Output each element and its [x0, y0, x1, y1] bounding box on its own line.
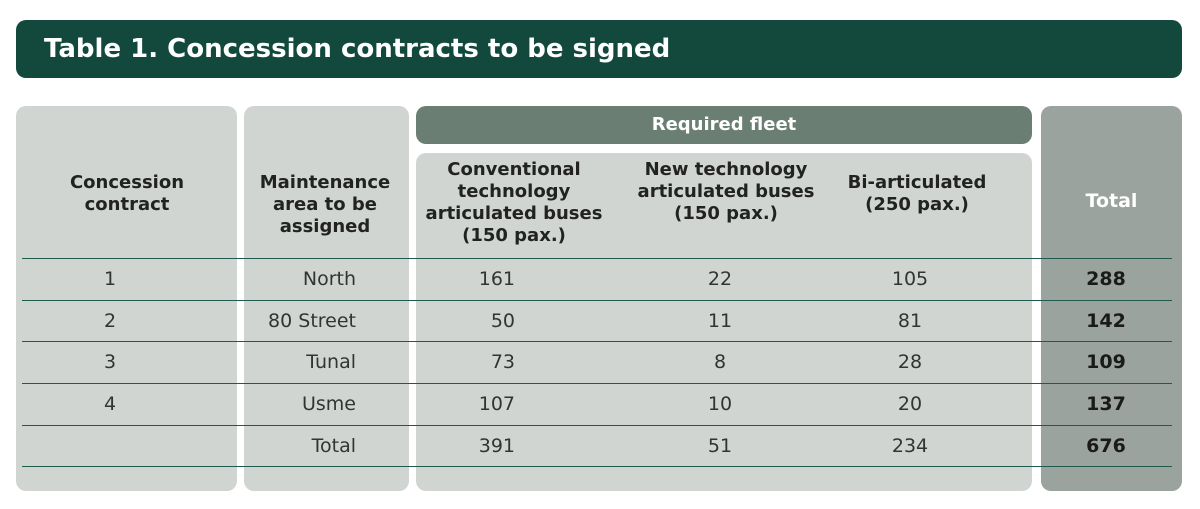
- header-maintenance-area: Maintenance area to be assigned: [259, 172, 391, 237]
- cell-total: 142: [1086, 310, 1126, 332]
- cell-bi-articulated: 105: [891, 268, 929, 290]
- cell-contract: 2: [103, 310, 117, 332]
- cell-area: Usme: [301, 393, 356, 415]
- cell-contract: 4: [103, 393, 117, 415]
- cell-bi-articulated: 234: [891, 435, 929, 457]
- row-divider: [22, 300, 1172, 301]
- cell-contract: 1: [103, 268, 117, 290]
- cell-conventional: 161: [478, 268, 515, 290]
- required-fleet-label: Required fleet: [651, 114, 797, 135]
- cell-new-tech: 11: [707, 310, 733, 332]
- cell-total: 109: [1086, 351, 1126, 373]
- row-divider: [22, 383, 1172, 384]
- cell-conventional: 73: [490, 351, 515, 373]
- cell-bi-articulated: 81: [897, 310, 923, 332]
- required-fleet-header: Required fleet: [416, 106, 1032, 144]
- row-divider: [22, 425, 1172, 426]
- header-concession-contract: Concession contract: [69, 172, 185, 215]
- cell-conventional: 391: [478, 435, 515, 457]
- header-bi-articulated: Bi-articulated (250 pax.): [847, 172, 987, 215]
- cell-new-tech: 10: [707, 393, 733, 415]
- cell-area: Tunal: [306, 351, 356, 373]
- header-conventional-buses: Conventional technology articulated buse…: [425, 159, 603, 246]
- cell-area: Total: [311, 435, 356, 457]
- cell-conventional: 107: [478, 393, 515, 415]
- cell-contract: 3: [103, 351, 117, 373]
- row-divider: [22, 258, 1172, 259]
- concession-column-panel: [16, 106, 237, 491]
- header-total: Total: [1085, 190, 1138, 212]
- cell-total: 288: [1086, 268, 1126, 290]
- cell-area: North: [302, 268, 356, 290]
- title-bar: Table 1. Concession contracts to be sign…: [16, 20, 1182, 78]
- total-column-panel: [1041, 106, 1182, 491]
- cell-bi-articulated: 20: [897, 393, 923, 415]
- cell-conventional: 50: [490, 310, 515, 332]
- row-divider: [22, 341, 1172, 342]
- cell-new-tech: 8: [713, 351, 727, 373]
- row-divider: [22, 466, 1172, 467]
- table-title: Table 1. Concession contracts to be sign…: [44, 34, 671, 64]
- header-new-technology-buses: New technology articulated buses (150 pa…: [637, 159, 815, 224]
- cell-new-tech: 51: [707, 435, 733, 457]
- cell-total: 676: [1086, 435, 1126, 457]
- fleet-columns-panel: [416, 153, 1032, 491]
- cell-area: 80 Street: [268, 310, 356, 332]
- cell-total: 137: [1086, 393, 1126, 415]
- cell-bi-articulated: 28: [897, 351, 923, 373]
- maintenance-column-panel: [244, 106, 409, 491]
- cell-new-tech: 22: [707, 268, 733, 290]
